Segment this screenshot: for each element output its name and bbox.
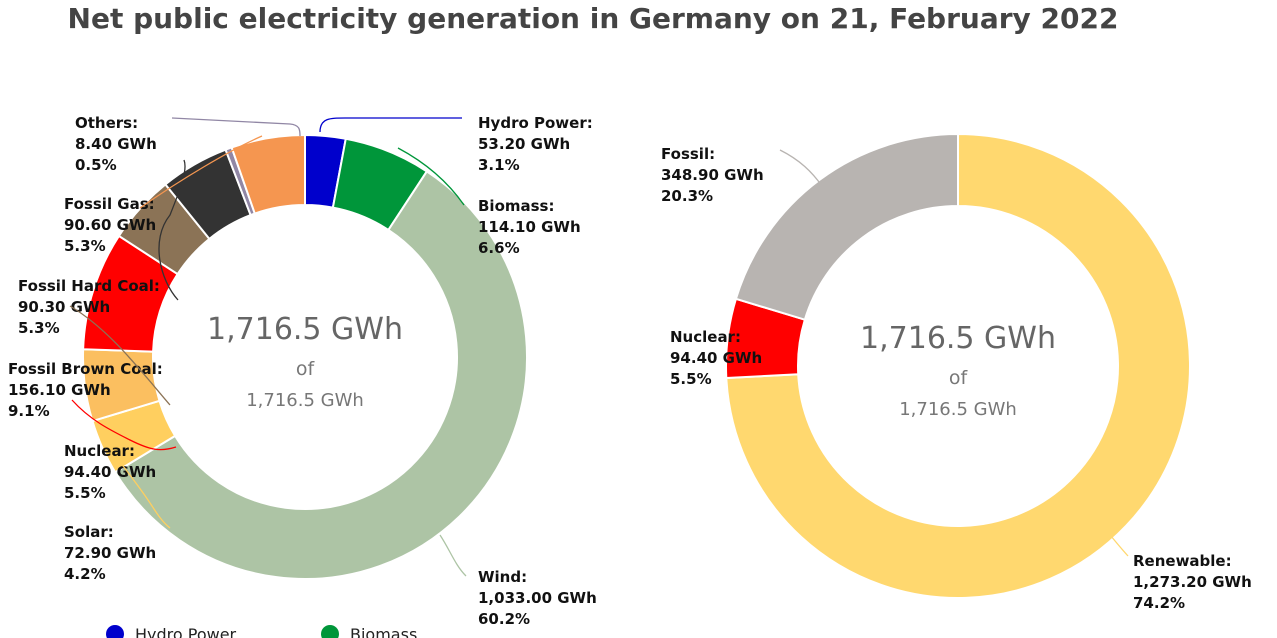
donut1-connector-fossil-brown-coal <box>69 305 171 406</box>
donut2-center-total: 1,716.5 GWh <box>899 399 1017 420</box>
donut1-slice-pumped-storage[interactable] <box>230 133 306 215</box>
donut1-connector-others <box>171 117 301 137</box>
donut1-center-value: 1,716.5 GWh <box>207 312 403 347</box>
donut-chart-generation-by-source: 1,716.5 GWh of 1,716.5 GWh Hydro Power: 53.2… <box>8 114 597 638</box>
donut2-label-nuclear-line-2: 94.40 GWh <box>670 349 762 367</box>
donut1-label-nuclear-line-1: Nuclear: <box>64 442 135 460</box>
donut1-label-solar: Solar: 72.90 GWh 4.2% <box>64 523 156 583</box>
legend-item-biomass[interactable]: Biomass <box>321 625 417 638</box>
donut2-label-nuclear: Nuclear: 94.40 GWh 5.5% <box>670 328 762 388</box>
donut2-label-renewable-line-3: 74.2% <box>1133 594 1185 612</box>
donut1-connector-hydro-power <box>319 117 462 133</box>
donut1-connector-solar <box>119 461 171 529</box>
donut1-label-biomass: Biomass: 114.10 GWh 6.6% <box>478 197 581 257</box>
donut2-connector-fossil <box>779 149 823 187</box>
donut1-label-hydro-power-line-3: 3.1% <box>478 156 520 174</box>
donut1-label-fossil-brown-coal-line-2: 156.10 GWh <box>8 381 111 399</box>
legend-marker-hydro-power <box>106 625 124 638</box>
donut1-slice-wind[interactable] <box>113 170 528 580</box>
donut1-label-fossil-brown-coal: Fossil Brown Coal: 156.10 GWh 9.1% <box>8 360 163 420</box>
donut1-label-hydro-power-line-1: Hydro Power: <box>478 114 593 132</box>
donut2-label-nuclear-line-3: 5.5% <box>670 370 712 388</box>
donut1-label-others-line-2: 8.40 GWh <box>75 135 157 153</box>
legend-item-hydro-power[interactable]: Hydro Power <box>106 625 237 638</box>
donut1-connector-wind <box>439 534 467 577</box>
donut1-label-fossil-brown-coal-line-3: 9.1% <box>8 402 50 420</box>
legend-label-hydro-power: Hydro Power <box>135 625 237 638</box>
donut1-label-fossil-hard-coal-line-3: 5.3% <box>18 319 60 337</box>
donut1-connector-fossil-hard-coal <box>158 159 186 301</box>
donut2-label-renewable: Renewable: 1,273.20 GWh 74.2% <box>1133 552 1252 612</box>
donut2-center-value: 1,716.5 GWh <box>860 321 1056 356</box>
donut1-label-others: Others: 8.40 GWh 0.5% <box>75 114 157 174</box>
donut1-connector-fossil-gas <box>139 135 263 209</box>
donut1-label-solar-line-3: 4.2% <box>64 565 106 583</box>
donut1-label-wind-line-3: 60.2% <box>478 610 530 628</box>
donut1-center-total: 1,716.5 GWh <box>246 390 364 411</box>
donut1-label-others-line-3: 0.5% <box>75 156 117 174</box>
donut2-connector-renewable <box>1097 519 1129 557</box>
legend-marker-biomass <box>321 625 339 638</box>
donut2-label-fossil: Fossil: 348.90 GWh 20.3% <box>661 145 764 205</box>
donut1-connector-biomass <box>397 147 465 206</box>
donut1-label-fossil-gas-line-2: 90.60 GWh <box>64 216 156 234</box>
donut1-label-fossil-hard-coal: Fossil Hard Coal: 90.30 GWh 5.3% <box>18 277 160 337</box>
donut1-label-fossil-gas-line-1: Fossil Gas: <box>64 195 155 213</box>
legend-label-biomass: Biomass <box>350 625 417 638</box>
donut1-label-nuclear: Nuclear: 94.40 GWh 5.5% <box>64 442 156 502</box>
donut1-label-wind-line-2: 1,033.00 GWh <box>478 589 597 607</box>
donut1-label-fossil-gas-line-3: 5.3% <box>64 237 106 255</box>
donut-chart-generation-by-category: 1,716.5 GWh of 1,716.5 GWh Renewable: 1,273.… <box>661 132 1252 612</box>
donut2-center-of: of <box>949 367 969 389</box>
donut1-label-biomass-line-1: Biomass: <box>478 197 555 215</box>
donut1-label-wind-line-1: Wind: <box>478 568 527 586</box>
donut2-label-renewable-line-1: Renewable: <box>1133 552 1232 570</box>
donut1-connector-nuclear <box>71 399 177 451</box>
donut1-label-biomass-line-3: 6.6% <box>478 239 520 257</box>
donut1-label-fossil-brown-coal-line-1: Fossil Brown Coal: <box>8 360 163 378</box>
donut1-label-fossil-hard-coal-line-2: 90.30 GWh <box>18 298 110 316</box>
donut1-label-hydro-power-line-2: 53.20 GWh <box>478 135 570 153</box>
donut2-label-fossil-line-1: Fossil: <box>661 145 715 163</box>
donut2-label-renewable-line-2: 1,273.20 GWh <box>1133 573 1252 591</box>
donut1-label-others-line-1: Others: <box>75 114 138 132</box>
donut1-label-wind: Wind: 1,033.00 GWh 60.2% <box>478 568 597 628</box>
donut2-slice-renewable[interactable] <box>725 132 1191 599</box>
donut1-label-nuclear-line-3: 5.5% <box>64 484 106 502</box>
donut1-label-fossil-gas: Fossil Gas: 90.60 GWh 5.3% <box>64 195 156 255</box>
donut1-label-solar-line-2: 72.90 GWh <box>64 544 156 562</box>
donut1-label-fossil-hard-coal-line-1: Fossil Hard Coal: <box>18 277 160 295</box>
donut2-slice-fossil[interactable] <box>734 132 959 321</box>
donut2-label-nuclear-line-1: Nuclear: <box>670 328 741 346</box>
donut1-label-solar-line-1: Solar: <box>64 523 114 541</box>
donut2-label-fossil-line-3: 20.3% <box>661 187 713 205</box>
chart-title: Net public electricity generation in Ger… <box>67 2 1119 35</box>
donut1-center-of: of <box>296 358 316 380</box>
donut1-label-nuclear-line-2: 94.40 GWh <box>64 463 156 481</box>
donut1-label-biomass-line-2: 114.10 GWh <box>478 218 581 236</box>
donut2-label-fossil-line-2: 348.90 GWh <box>661 166 764 184</box>
donut1-label-hydro-power: Hydro Power: 53.20 GWh 3.1% <box>478 114 593 174</box>
